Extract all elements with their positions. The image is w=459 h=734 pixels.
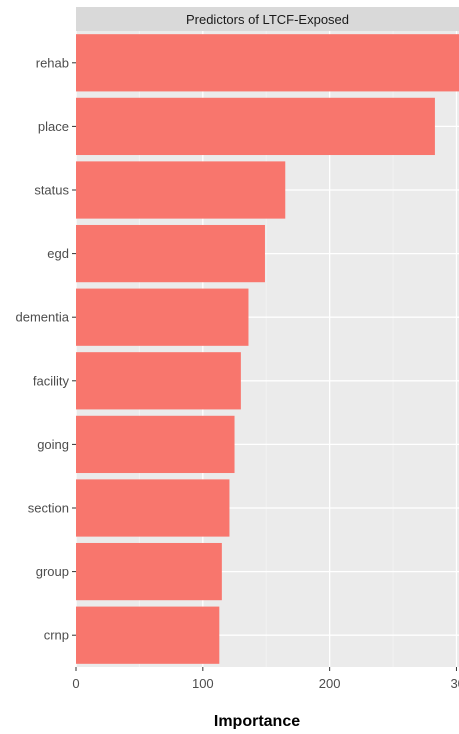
bar-egd [76,224,265,283]
bars [76,34,459,664]
x-tick-label: 100 [192,676,214,691]
chart-title: Predictors of LTCF-Exposed [186,12,349,27]
bar-place [76,97,435,156]
bar-dementia [76,288,249,346]
category-label-rehab: rehab [36,55,69,70]
category-label-facility: facility [33,373,70,388]
category-label-crnp: crnp [44,628,69,643]
bar-going [76,415,235,474]
facet-strip [76,7,459,31]
bar-rehab [76,34,459,92]
category-label-status: status [34,183,69,198]
bar-section [76,479,230,537]
bar-group [76,542,222,601]
category-label-group: group [36,564,69,579]
x-axis-ticks: 0 100 200 30 [72,667,459,691]
bar-facility [76,352,241,410]
bar-crnp [76,606,220,664]
category-labels: rehab place status egd dementia facility going… [16,55,76,643]
category-label-place: place [38,119,69,134]
bar-status [76,161,286,219]
x-axis-title: Importance [214,713,300,729]
category-label-section: section [28,501,69,516]
category-label-egd: egd [47,246,69,261]
category-label-going: going [37,437,69,452]
x-tick-label: 30 [450,676,459,691]
x-tick-label: 0 [72,676,79,691]
x-tick-label: 200 [319,676,341,691]
category-label-dementia: dementia [16,310,70,325]
